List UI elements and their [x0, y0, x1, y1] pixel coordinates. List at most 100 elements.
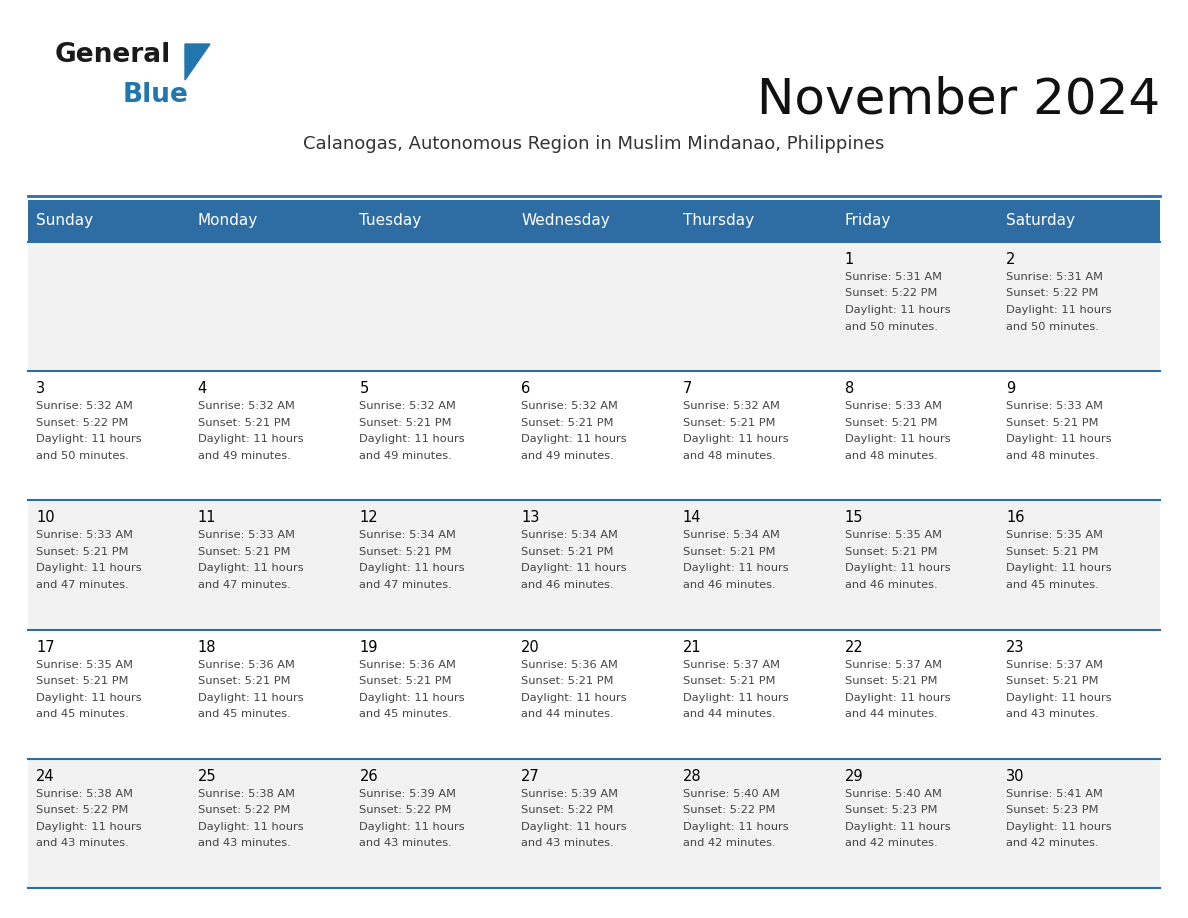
- Text: Sunset: 5:21 PM: Sunset: 5:21 PM: [683, 418, 776, 428]
- Text: Daylight: 11 hours: Daylight: 11 hours: [360, 564, 465, 574]
- Text: Sunrise: 5:33 AM: Sunrise: 5:33 AM: [36, 531, 133, 541]
- Text: Sunset: 5:21 PM: Sunset: 5:21 PM: [1006, 547, 1099, 557]
- Text: Sunrise: 5:39 AM: Sunrise: 5:39 AM: [522, 789, 618, 799]
- Text: Daylight: 11 hours: Daylight: 11 hours: [522, 692, 627, 702]
- Text: Sunrise: 5:40 AM: Sunrise: 5:40 AM: [845, 789, 941, 799]
- Bar: [29, 371, 1159, 500]
- Text: 12: 12: [360, 510, 378, 525]
- Text: 9: 9: [1006, 381, 1016, 397]
- Text: 26: 26: [360, 768, 378, 784]
- Bar: [998, 200, 1159, 242]
- Text: 28: 28: [683, 768, 701, 784]
- Text: 23: 23: [1006, 640, 1025, 655]
- Text: Sunrise: 5:36 AM: Sunrise: 5:36 AM: [360, 660, 456, 669]
- Text: Sunset: 5:22 PM: Sunset: 5:22 PM: [360, 805, 451, 815]
- Text: Saturday: Saturday: [1006, 214, 1075, 229]
- Text: Sunset: 5:21 PM: Sunset: 5:21 PM: [522, 547, 614, 557]
- Text: Sunrise: 5:36 AM: Sunrise: 5:36 AM: [522, 660, 618, 669]
- Text: 20: 20: [522, 640, 539, 655]
- Text: and 47 minutes.: and 47 minutes.: [360, 580, 453, 590]
- Text: Sunset: 5:21 PM: Sunset: 5:21 PM: [360, 676, 451, 686]
- Text: Daylight: 11 hours: Daylight: 11 hours: [360, 692, 465, 702]
- Text: 14: 14: [683, 510, 701, 525]
- Text: Daylight: 11 hours: Daylight: 11 hours: [360, 434, 465, 444]
- Text: Sunrise: 5:32 AM: Sunrise: 5:32 AM: [683, 401, 779, 411]
- Text: Sunset: 5:21 PM: Sunset: 5:21 PM: [683, 547, 776, 557]
- Text: and 49 minutes.: and 49 minutes.: [522, 451, 614, 461]
- Text: and 50 minutes.: and 50 minutes.: [36, 451, 128, 461]
- Text: Sunset: 5:21 PM: Sunset: 5:21 PM: [360, 418, 451, 428]
- Text: and 48 minutes.: and 48 minutes.: [845, 451, 937, 461]
- Text: Daylight: 11 hours: Daylight: 11 hours: [522, 564, 627, 574]
- Text: and 47 minutes.: and 47 minutes.: [36, 580, 128, 590]
- Text: Daylight: 11 hours: Daylight: 11 hours: [845, 822, 950, 832]
- Text: Sunset: 5:21 PM: Sunset: 5:21 PM: [360, 547, 451, 557]
- Text: and 42 minutes.: and 42 minutes.: [845, 838, 937, 848]
- Text: Daylight: 11 hours: Daylight: 11 hours: [36, 822, 141, 832]
- Text: Daylight: 11 hours: Daylight: 11 hours: [522, 822, 627, 832]
- Text: 6: 6: [522, 381, 530, 397]
- Text: 25: 25: [197, 768, 216, 784]
- Text: 29: 29: [845, 768, 864, 784]
- Text: Sunrise: 5:35 AM: Sunrise: 5:35 AM: [845, 531, 942, 541]
- Text: 24: 24: [36, 768, 55, 784]
- Text: Sunset: 5:22 PM: Sunset: 5:22 PM: [683, 805, 776, 815]
- Text: Sunset: 5:21 PM: Sunset: 5:21 PM: [522, 418, 614, 428]
- Text: Sunset: 5:21 PM: Sunset: 5:21 PM: [1006, 676, 1099, 686]
- Text: Sunrise: 5:36 AM: Sunrise: 5:36 AM: [197, 660, 295, 669]
- Text: Sunrise: 5:38 AM: Sunrise: 5:38 AM: [36, 789, 133, 799]
- Text: and 50 minutes.: and 50 minutes.: [1006, 321, 1099, 331]
- Text: Sunset: 5:21 PM: Sunset: 5:21 PM: [36, 676, 128, 686]
- Text: Sunrise: 5:37 AM: Sunrise: 5:37 AM: [845, 660, 942, 669]
- Polygon shape: [185, 44, 210, 80]
- Text: Sunset: 5:21 PM: Sunset: 5:21 PM: [683, 676, 776, 686]
- Text: and 43 minutes.: and 43 minutes.: [360, 838, 453, 848]
- Text: and 49 minutes.: and 49 minutes.: [197, 451, 290, 461]
- Text: Daylight: 11 hours: Daylight: 11 hours: [36, 692, 141, 702]
- Text: Sunrise: 5:34 AM: Sunrise: 5:34 AM: [360, 531, 456, 541]
- Text: Sunset: 5:22 PM: Sunset: 5:22 PM: [36, 805, 128, 815]
- Text: and 45 minutes.: and 45 minutes.: [1006, 580, 1099, 590]
- Text: Wednesday: Wednesday: [522, 214, 609, 229]
- Text: Sunrise: 5:32 AM: Sunrise: 5:32 AM: [522, 401, 618, 411]
- Text: Sunset: 5:21 PM: Sunset: 5:21 PM: [197, 547, 290, 557]
- Text: Sunrise: 5:37 AM: Sunrise: 5:37 AM: [683, 660, 779, 669]
- Text: Sunrise: 5:37 AM: Sunrise: 5:37 AM: [1006, 660, 1104, 669]
- Text: Daylight: 11 hours: Daylight: 11 hours: [1006, 822, 1112, 832]
- Text: and 42 minutes.: and 42 minutes.: [683, 838, 776, 848]
- Text: Daylight: 11 hours: Daylight: 11 hours: [683, 822, 789, 832]
- Text: and 46 minutes.: and 46 minutes.: [683, 580, 776, 590]
- Text: Sunset: 5:21 PM: Sunset: 5:21 PM: [197, 418, 290, 428]
- Text: 8: 8: [845, 381, 854, 397]
- Text: Sunset: 5:22 PM: Sunset: 5:22 PM: [36, 418, 128, 428]
- Text: Sunset: 5:21 PM: Sunset: 5:21 PM: [522, 676, 614, 686]
- Text: Sunrise: 5:33 AM: Sunrise: 5:33 AM: [1006, 401, 1104, 411]
- Text: 22: 22: [845, 640, 864, 655]
- Text: Sunset: 5:22 PM: Sunset: 5:22 PM: [522, 805, 613, 815]
- Text: 5: 5: [360, 381, 368, 397]
- Text: Daylight: 11 hours: Daylight: 11 hours: [845, 434, 950, 444]
- Text: Thursday: Thursday: [683, 214, 754, 229]
- Text: Sunrise: 5:40 AM: Sunrise: 5:40 AM: [683, 789, 779, 799]
- Text: and 44 minutes.: and 44 minutes.: [522, 709, 614, 719]
- Text: Sunset: 5:22 PM: Sunset: 5:22 PM: [197, 805, 290, 815]
- Text: and 45 minutes.: and 45 minutes.: [36, 709, 128, 719]
- Text: Daylight: 11 hours: Daylight: 11 hours: [1006, 564, 1112, 574]
- Text: Daylight: 11 hours: Daylight: 11 hours: [845, 305, 950, 315]
- Text: Daylight: 11 hours: Daylight: 11 hours: [522, 434, 627, 444]
- Bar: [675, 200, 836, 242]
- Text: 3: 3: [36, 381, 45, 397]
- Text: Sunrise: 5:32 AM: Sunrise: 5:32 AM: [197, 401, 295, 411]
- Text: Sunrise: 5:41 AM: Sunrise: 5:41 AM: [1006, 789, 1104, 799]
- Text: 10: 10: [36, 510, 55, 525]
- Text: Sunset: 5:21 PM: Sunset: 5:21 PM: [1006, 418, 1099, 428]
- Text: Daylight: 11 hours: Daylight: 11 hours: [36, 434, 141, 444]
- Text: and 48 minutes.: and 48 minutes.: [683, 451, 776, 461]
- Text: Daylight: 11 hours: Daylight: 11 hours: [197, 692, 303, 702]
- Text: 7: 7: [683, 381, 693, 397]
- Text: Sunrise: 5:33 AM: Sunrise: 5:33 AM: [197, 531, 295, 541]
- Text: Daylight: 11 hours: Daylight: 11 hours: [845, 564, 950, 574]
- Text: Sunset: 5:21 PM: Sunset: 5:21 PM: [845, 418, 937, 428]
- Text: 13: 13: [522, 510, 539, 525]
- Text: and 43 minutes.: and 43 minutes.: [197, 838, 290, 848]
